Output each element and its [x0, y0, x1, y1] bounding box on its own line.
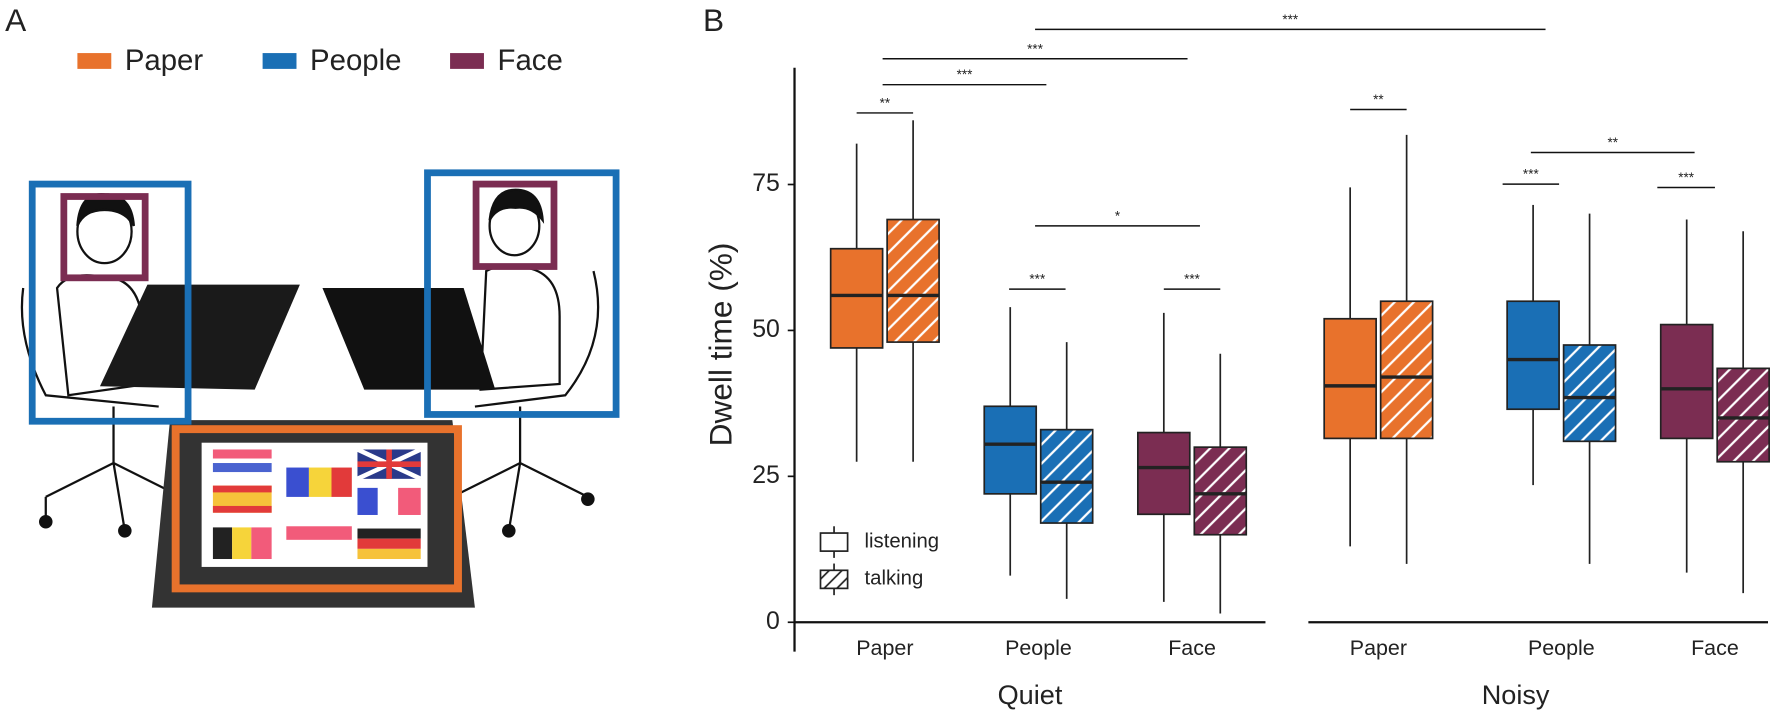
x-tick-label: Face: [1691, 636, 1739, 660]
legend-swatch: [450, 53, 484, 69]
group-label: Noisy: [1482, 679, 1550, 710]
flags: [212, 447, 422, 560]
x-tick-label: Face: [1168, 636, 1216, 660]
legend-swatch: [819, 569, 849, 590]
aoi-people: [28, 180, 192, 425]
box: [829, 247, 884, 349]
box: [1039, 428, 1094, 524]
significance-label: **: [1373, 92, 1384, 107]
aoi-paper: [171, 425, 462, 593]
y-tick-label: 50: [752, 316, 780, 343]
aoi-face: [472, 180, 558, 270]
legend-label: Face: [498, 44, 563, 77]
legend-label: Paper: [125, 44, 204, 77]
laptop: [322, 287, 496, 390]
panel-label: B: [703, 2, 724, 38]
significance-label: ***: [1282, 12, 1299, 27]
y-tick-label: 25: [752, 462, 780, 489]
legend-label: People: [310, 44, 401, 77]
significance-label: ***: [1029, 272, 1046, 287]
panel-label: A: [5, 2, 27, 38]
x-tick-label: People: [1528, 636, 1595, 660]
significance-label: ***: [1523, 167, 1540, 182]
box: [1379, 300, 1434, 440]
x-tick-label: People: [1005, 636, 1072, 660]
significance-label: **: [1607, 135, 1618, 150]
legend-swatch: [262, 53, 297, 69]
box: [1562, 344, 1617, 443]
box: [1659, 323, 1714, 440]
laptop: [99, 284, 300, 390]
y-axis-label: Dwell time (%): [703, 243, 739, 447]
significance-label: **: [880, 95, 891, 110]
significance-label: ***: [1184, 272, 1201, 287]
significance-label: ***: [1678, 170, 1695, 185]
significance-label: ***: [1027, 41, 1044, 56]
legend-label: talking: [865, 568, 924, 590]
legend-swatch: [819, 532, 849, 552]
box: [1716, 367, 1770, 463]
box: [1323, 317, 1377, 440]
y-tick-label: 75: [752, 170, 780, 197]
aoi-people: [424, 169, 620, 418]
legend-label: listening: [865, 530, 940, 552]
box: [1506, 300, 1560, 411]
box: [886, 218, 940, 343]
aoi-face: [60, 193, 149, 282]
box: [983, 405, 1038, 495]
box: [1136, 431, 1191, 516]
group-label: Quiet: [998, 679, 1063, 710]
y-tick-label: 0: [766, 608, 780, 635]
x-tick-label: Paper: [856, 636, 913, 660]
x-tick-label: Paper: [1350, 636, 1407, 660]
significance-label: *: [1115, 208, 1121, 223]
box: [1193, 446, 1248, 536]
legend-swatch: [77, 53, 112, 69]
significance-label: ***: [957, 67, 974, 82]
